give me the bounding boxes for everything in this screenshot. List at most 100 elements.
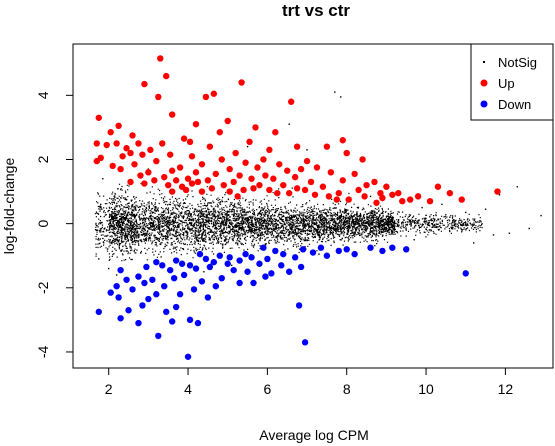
point-down bbox=[317, 244, 325, 251]
y-tick-label: 4 bbox=[35, 91, 51, 99]
point-up bbox=[135, 140, 142, 147]
point-down bbox=[250, 279, 257, 287]
point-notsig bbox=[203, 271, 205, 273]
point-down bbox=[135, 319, 142, 327]
legend-marker-up bbox=[480, 79, 488, 87]
point-up bbox=[399, 197, 406, 205]
point-up bbox=[343, 149, 350, 157]
point-down bbox=[125, 307, 132, 314]
point-up bbox=[166, 151, 174, 158]
point-up bbox=[192, 169, 200, 176]
point-up bbox=[93, 140, 101, 147]
point-up bbox=[182, 186, 190, 194]
point-up bbox=[325, 193, 333, 200]
point-down bbox=[403, 246, 410, 253]
point-down bbox=[194, 319, 202, 327]
point-down bbox=[139, 302, 146, 309]
point-up bbox=[107, 129, 114, 136]
point-down bbox=[117, 315, 124, 322]
point-down bbox=[202, 255, 210, 263]
point-up bbox=[285, 189, 293, 197]
axes: 2 4 6 8 10 12 -4 -2 0 2 4 bbox=[35, 91, 513, 397]
point-down bbox=[230, 266, 237, 274]
point-up bbox=[95, 114, 102, 121]
point-down bbox=[184, 353, 192, 360]
point-notsig bbox=[528, 227, 530, 230]
point-down bbox=[143, 263, 150, 271]
point-up bbox=[293, 143, 301, 150]
point-notsig bbox=[540, 214, 542, 217]
point-up bbox=[192, 120, 200, 128]
point-up bbox=[383, 183, 390, 190]
point-down bbox=[285, 268, 293, 275]
point-down bbox=[135, 273, 142, 280]
point-down bbox=[343, 246, 350, 253]
point-up bbox=[293, 185, 301, 192]
point-down bbox=[309, 249, 317, 256]
point-up bbox=[129, 132, 136, 139]
point-up bbox=[345, 196, 352, 203]
point-up bbox=[446, 189, 454, 197]
point-up bbox=[137, 172, 144, 179]
point-down bbox=[210, 258, 218, 266]
point-up bbox=[123, 145, 130, 152]
point-up bbox=[210, 90, 218, 97]
point-up bbox=[266, 186, 273, 194]
point-notsig bbox=[449, 216, 451, 218]
point-up bbox=[335, 189, 342, 197]
point-down bbox=[113, 282, 120, 290]
point-notsig bbox=[433, 232, 435, 234]
point-down bbox=[149, 276, 156, 283]
point-notsig bbox=[230, 264, 233, 267]
legend-label: Up bbox=[498, 76, 515, 91]
point-down bbox=[226, 254, 233, 261]
point-notsig bbox=[413, 238, 415, 241]
point-down bbox=[161, 282, 168, 290]
point-down bbox=[236, 279, 243, 287]
y-tick-label: 0 bbox=[35, 220, 51, 228]
point-up bbox=[151, 177, 158, 184]
point-up bbox=[246, 138, 253, 146]
point-up bbox=[389, 191, 396, 198]
point-up bbox=[230, 178, 237, 186]
point-notsig bbox=[409, 219, 411, 222]
point-notsig bbox=[246, 145, 249, 148]
point-notsig bbox=[340, 96, 342, 98]
point-notsig bbox=[96, 229, 98, 231]
point-up bbox=[168, 111, 176, 118]
point-down bbox=[172, 257, 180, 264]
point-up bbox=[287, 98, 295, 105]
point-up bbox=[188, 153, 196, 160]
point-up bbox=[240, 186, 247, 194]
point-up bbox=[371, 178, 378, 186]
x-tick-label: 12 bbox=[498, 381, 514, 397]
point-up bbox=[236, 172, 243, 179]
point-notsig bbox=[115, 274, 118, 276]
point-up bbox=[218, 156, 225, 163]
point-down bbox=[186, 316, 194, 324]
point-down bbox=[168, 318, 176, 325]
point-up bbox=[161, 173, 168, 181]
point-up bbox=[226, 188, 233, 195]
point-up bbox=[113, 140, 120, 147]
point-down bbox=[389, 244, 396, 251]
point-notsig bbox=[425, 221, 427, 223]
point-up bbox=[127, 149, 134, 157]
point-notsig bbox=[147, 168, 150, 170]
point-up bbox=[224, 117, 231, 125]
point-down bbox=[163, 308, 170, 316]
point-up bbox=[248, 175, 255, 182]
point-up bbox=[145, 169, 152, 176]
point-up bbox=[117, 165, 124, 173]
point-up bbox=[176, 164, 184, 171]
point-down bbox=[155, 332, 162, 340]
point-up bbox=[204, 177, 212, 184]
point-down bbox=[153, 258, 160, 266]
point-up bbox=[180, 135, 188, 142]
point-notsig bbox=[508, 232, 511, 234]
point-up bbox=[93, 157, 101, 165]
point-down bbox=[323, 252, 331, 259]
point-up bbox=[333, 196, 341, 203]
point-down bbox=[280, 250, 287, 258]
point-down bbox=[262, 273, 269, 280]
